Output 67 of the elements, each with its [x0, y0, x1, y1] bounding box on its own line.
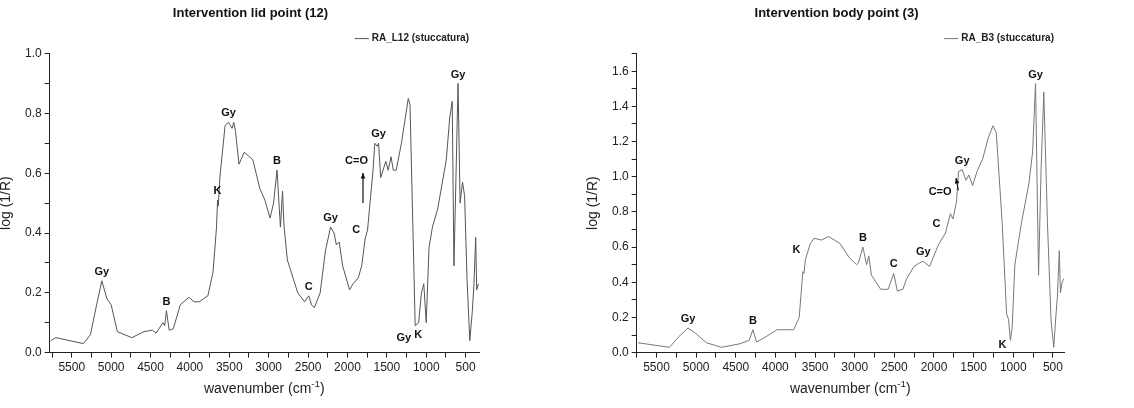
legend-label: RA_L12 (stuccatura) — [371, 32, 470, 44]
y-tick-label: 0.6 — [24, 165, 42, 180]
y-tick-label: 1.2 — [611, 133, 629, 148]
x-tick-label: 5000 — [97, 360, 125, 375]
annotation: Gy — [450, 67, 467, 80]
y-tick-label: 0.0 — [611, 344, 629, 359]
y-tick-label: 1.4 — [611, 98, 629, 113]
annotation: Gy — [94, 264, 111, 277]
y-tick-label: 0.4 — [24, 225, 42, 240]
y-tick-label: 0.2 — [611, 309, 629, 324]
annotation: B — [858, 231, 867, 244]
x-tick-label: 5500 — [58, 360, 86, 375]
annotation: K — [792, 243, 801, 256]
annotation: C — [352, 223, 361, 236]
y-axis-title: log (1/R) — [0, 176, 13, 230]
annotation: Gy — [396, 330, 413, 343]
y-tick-label: 1.0 — [611, 169, 629, 184]
x-tick-label: 3000 — [255, 360, 283, 375]
annotation: Gy — [371, 127, 387, 140]
x-tick-label: 4500 — [137, 360, 165, 375]
x-tick-label: 500 — [1042, 360, 1064, 375]
y-tick-label: 0.4 — [611, 274, 629, 289]
x-tick-label: 4000 — [762, 360, 790, 375]
annotation: Gy — [323, 211, 339, 224]
x-tick-label: 4500 — [722, 360, 750, 375]
annotation: Gy — [915, 245, 932, 258]
x-tick-label: 2000 — [920, 360, 948, 375]
annotation: Gy — [954, 153, 971, 166]
annotation: C=O — [345, 154, 369, 167]
annotation: C — [304, 279, 313, 292]
annotation: K — [414, 327, 423, 340]
y-tick-label: 0.0 — [24, 344, 42, 359]
annotation: C — [932, 217, 941, 230]
y-tick-label: 1.0 — [24, 45, 42, 60]
chart-title: Intervention lid point (12) — [172, 5, 329, 21]
x-tick-label: 1000 — [999, 360, 1027, 375]
x-tick-label: 3500 — [215, 360, 243, 375]
annotation: Gy — [221, 106, 237, 119]
x-tick-label: 3000 — [841, 360, 869, 375]
y-tick-label: 0.2 — [24, 285, 42, 300]
annotation: Gy — [680, 312, 697, 325]
x-tick-label: 1000 — [412, 360, 440, 375]
x-tick-label: 2500 — [880, 360, 909, 375]
y-tick-label: 0.8 — [611, 204, 629, 219]
annotation: B — [273, 154, 282, 167]
x-tick-label: 2500 — [294, 360, 322, 375]
x-tick-label: 4000 — [176, 360, 204, 375]
y-tick-label: 0.6 — [611, 239, 629, 254]
annotation: K — [998, 337, 1007, 350]
y-axis-title: log (1/R) — [583, 176, 600, 230]
x-tick-label: 5000 — [682, 360, 710, 375]
x-tick-label: 3500 — [801, 360, 829, 375]
annotation: C=O — [928, 185, 953, 198]
x-tick-label: 1500 — [373, 360, 401, 375]
annotation: K — [213, 184, 222, 197]
y-tick-label: 0.8 — [24, 105, 42, 120]
annotation: B — [162, 294, 171, 307]
annotation: Gy — [1028, 67, 1044, 80]
x-tick-label: 1500 — [960, 360, 988, 375]
annotation: B — [748, 313, 757, 326]
annotation: C — [889, 257, 898, 270]
x-tick-label: 5500 — [643, 360, 671, 375]
chart-title: Intervention body point (3) — [754, 5, 919, 21]
x-tick-label: 500 — [455, 360, 476, 375]
legend-label: RA_B3 (stuccatura) — [961, 32, 1055, 44]
x-tick-label: 2000 — [334, 360, 362, 375]
y-tick-label: 1.6 — [611, 63, 629, 78]
